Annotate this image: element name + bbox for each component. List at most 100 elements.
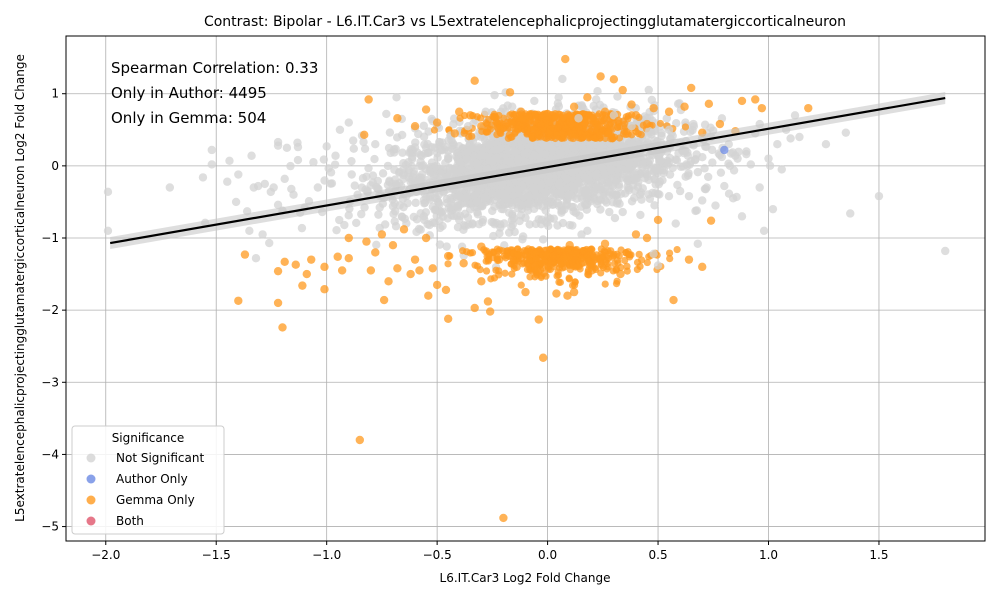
point-not-significant — [686, 157, 696, 166]
point-gemma-only — [592, 251, 601, 259]
point-not-significant — [630, 193, 639, 203]
point-not-significant — [795, 132, 804, 142]
point-gemma-only — [302, 269, 311, 279]
point-not-significant — [331, 151, 340, 160]
point-gemma-only — [560, 131, 568, 139]
legend-label: Author Only — [116, 472, 188, 486]
point-not-significant — [326, 168, 336, 177]
point-not-significant — [765, 161, 775, 170]
point-not-significant — [269, 183, 278, 192]
point-gemma-only — [432, 118, 442, 127]
annotation-gemma-only: Only in Gemma: 504 — [111, 109, 266, 127]
point-not-significant — [613, 92, 622, 101]
point-gemma-only — [542, 250, 551, 258]
point-gemma-only — [569, 287, 579, 297]
legend-label: Not Significant — [116, 451, 204, 465]
point-gemma-only — [669, 295, 678, 305]
point-not-significant — [672, 118, 681, 128]
series-not-significant — [103, 90, 950, 270]
point-gemma-only — [490, 248, 498, 256]
point-not-significant — [370, 154, 379, 164]
point-not-significant — [258, 230, 267, 239]
point-gemma-only — [583, 93, 592, 102]
point-not-significant — [716, 168, 726, 177]
point-gemma-only — [508, 270, 516, 278]
point-not-significant — [463, 121, 473, 131]
point-not-significant — [841, 128, 851, 137]
point-gemma-only — [497, 126, 505, 134]
point-not-significant — [513, 197, 522, 207]
x-tick-label: −2.0 — [91, 548, 120, 562]
point-not-significant — [347, 156, 356, 166]
point-gemma-only — [583, 249, 592, 259]
point-not-significant — [618, 207, 627, 217]
point-gemma-only — [751, 95, 760, 104]
point-gemma-only — [665, 249, 674, 257]
point-not-significant — [297, 223, 307, 233]
point-not-significant — [520, 149, 529, 159]
point-gemma-only — [444, 260, 452, 268]
point-not-significant — [103, 187, 113, 197]
point-gemma-only — [547, 259, 557, 268]
point-gemma-only — [556, 119, 566, 129]
point-gemma-only — [572, 249, 580, 258]
point-gemma-only — [466, 111, 475, 120]
point-not-significant — [378, 169, 388, 178]
point-not-significant — [280, 174, 289, 184]
point-not-significant — [525, 220, 534, 229]
point-not-significant — [481, 107, 490, 116]
point-gemma-only — [344, 233, 353, 243]
point-not-significant — [499, 204, 508, 214]
point-gemma-only — [737, 96, 747, 106]
point-not-significant — [656, 156, 665, 165]
point-not-significant — [360, 203, 369, 212]
point-not-significant — [773, 140, 782, 149]
point-gemma-only — [503, 118, 513, 127]
regression-line — [109, 96, 946, 245]
point-gemma-only — [715, 119, 725, 129]
point-gemma-only — [470, 303, 479, 313]
point-not-significant — [755, 183, 764, 192]
point-not-significant — [489, 231, 498, 241]
point-not-significant — [605, 207, 614, 217]
point-gemma-only — [593, 123, 601, 131]
point-not-significant — [411, 198, 420, 208]
point-not-significant — [821, 140, 831, 149]
point-not-significant — [371, 140, 380, 149]
point-not-significant — [514, 154, 523, 164]
point-not-significant — [424, 127, 433, 136]
point-gemma-only — [614, 259, 622, 267]
point-not-significant — [688, 125, 697, 135]
point-gemma-only — [552, 289, 561, 298]
y-tick-label: −3 — [41, 375, 59, 389]
point-not-significant — [707, 145, 717, 155]
point-gemma-only — [563, 291, 572, 300]
point-not-significant — [874, 191, 884, 201]
point-gemma-only — [684, 255, 694, 264]
y-tick-label: 1 — [51, 87, 59, 101]
point-not-significant — [498, 179, 507, 189]
point-not-significant — [372, 240, 381, 250]
point-gemma-only — [543, 109, 552, 119]
point-gemma-only — [366, 266, 376, 275]
point-not-significant — [593, 86, 602, 96]
point-not-significant — [556, 148, 566, 158]
point-gemma-only — [410, 121, 420, 131]
point-gemma-only — [706, 216, 716, 225]
point-gemma-only — [280, 257, 289, 267]
point-not-significant — [374, 210, 383, 219]
point-not-significant — [698, 196, 707, 205]
point-gemma-only — [577, 255, 586, 263]
point-gemma-only — [534, 128, 542, 136]
point-gemma-only — [337, 266, 347, 275]
point-gemma-only — [355, 435, 365, 445]
point-not-significant — [645, 127, 654, 136]
point-not-significant — [708, 158, 717, 167]
point-not-significant — [253, 181, 263, 191]
point-gemma-only — [596, 72, 605, 81]
annotation-author-only: Only in Author: 4495 — [111, 84, 267, 102]
point-gemma-only — [587, 114, 596, 123]
point-gemma-only — [603, 265, 611, 273]
point-not-significant — [541, 188, 550, 197]
point-not-significant — [360, 144, 370, 153]
